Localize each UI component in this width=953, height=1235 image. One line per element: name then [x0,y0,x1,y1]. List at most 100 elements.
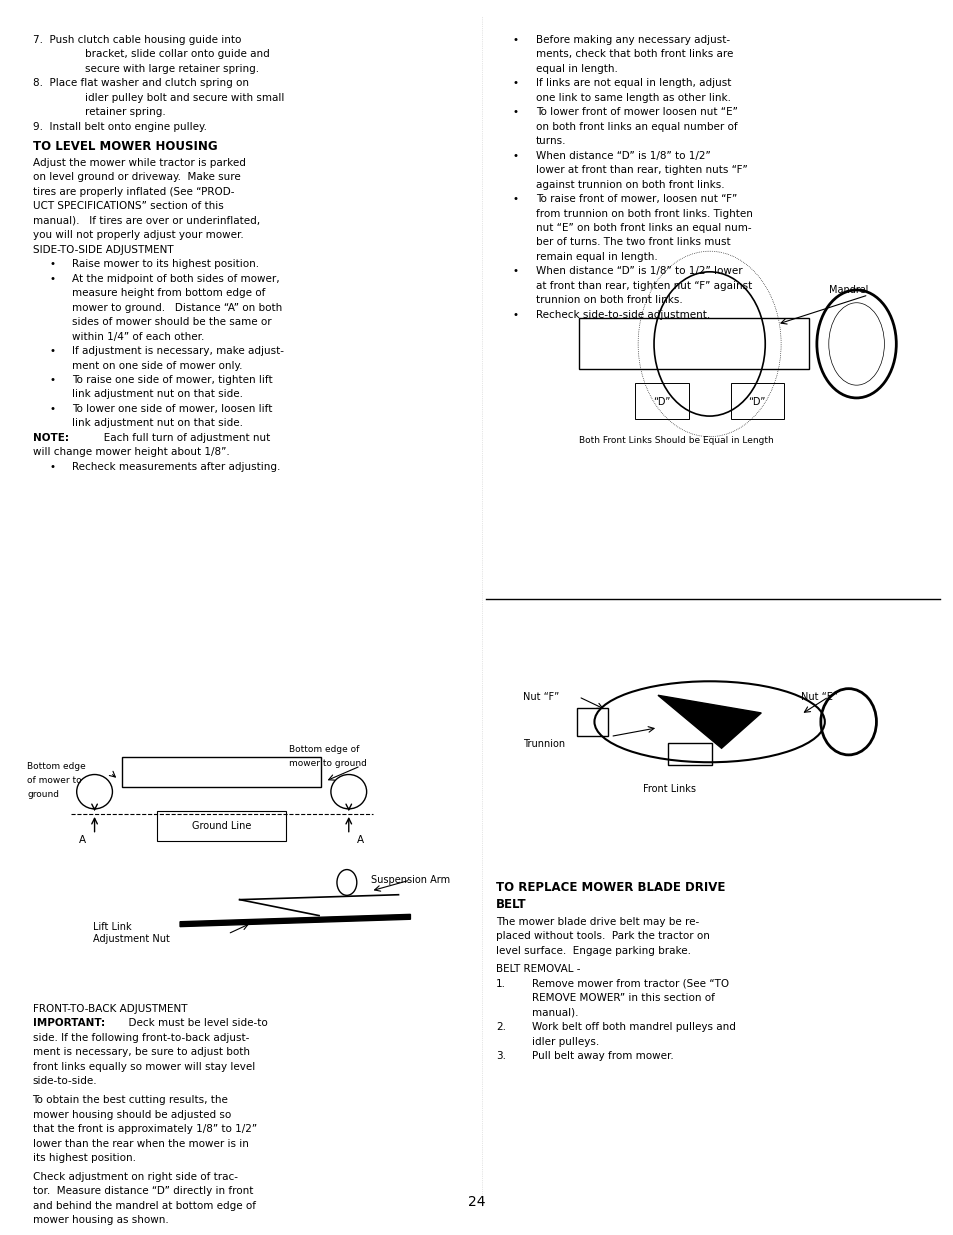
Text: placed without tools.  Park the tractor on: placed without tools. Park the tractor o… [496,931,709,941]
Text: at front than rear, tighten nut “F” against: at front than rear, tighten nut “F” agai… [535,280,751,291]
Text: tor.  Measure distance “D” directly in front: tor. Measure distance “D” directly in fr… [32,1187,253,1197]
Text: The mower blade drive belt may be re-: The mower blade drive belt may be re- [496,916,699,926]
Text: within 1/4” of each other.: within 1/4” of each other. [72,331,204,342]
Text: front links equally so mower will stay level: front links equally so mower will stay l… [32,1062,254,1072]
Text: link adjustment nut on that side.: link adjustment nut on that side. [72,419,243,429]
Text: mower to ground.   Distance “A” on both: mower to ground. Distance “A” on both [72,303,282,312]
Text: Work belt off both mandrel pulleys and: Work belt off both mandrel pulleys and [531,1023,735,1032]
Text: When distance “D” is 1/8” to 1/2” lower: When distance “D” is 1/8” to 1/2” lower [535,267,741,277]
Text: FRONT-TO-BACK ADJUSTMENT: FRONT-TO-BACK ADJUSTMENT [32,1004,187,1014]
Text: on level ground or driveway.  Make sure: on level ground or driveway. Make sure [32,173,240,183]
Text: and behind the mandrel at bottom edge of: and behind the mandrel at bottom edge of [32,1200,255,1210]
Text: measure height from bottom edge of: measure height from bottom edge of [72,288,265,298]
Text: Front Links: Front Links [642,783,696,794]
Text: idler pulley bolt and secure with small: idler pulley bolt and secure with small [85,93,284,103]
Text: Mandrel: Mandrel [828,285,867,295]
Text: retainer spring.: retainer spring. [85,107,165,117]
Text: trunnion on both front links.: trunnion on both front links. [535,295,681,305]
Text: mower housing should be adjusted so: mower housing should be adjusted so [32,1109,231,1120]
Text: lower than the rear when the mower is in: lower than the rear when the mower is in [32,1139,248,1149]
Text: •: • [513,267,518,277]
Text: of mower to: of mower to [27,777,82,785]
Text: Remove mower from tractor (See “TO: Remove mower from tractor (See “TO [531,979,728,989]
Text: A: A [356,835,363,845]
Text: •: • [513,107,518,117]
Text: Bottom edge: Bottom edge [27,762,86,772]
Text: •: • [50,274,55,284]
Text: equal in length.: equal in length. [535,64,617,74]
Text: against trunnion on both front links.: against trunnion on both front links. [535,179,723,190]
Text: Each full turn of adjustment nut: Each full turn of adjustment nut [94,433,270,443]
Text: ment is necessary, be sure to adjust both: ment is necessary, be sure to adjust bot… [32,1047,250,1057]
Text: •: • [50,462,55,472]
Text: 1.: 1. [496,979,505,989]
Text: that the front is approximately 1/8” to 1/2”: that the front is approximately 1/8” to … [32,1124,256,1134]
Text: Adjustment Nut: Adjustment Nut [92,934,170,944]
Text: Deck must be level side-to: Deck must be level side-to [122,1019,268,1029]
Text: 8.  Place flat washer and clutch spring on: 8. Place flat washer and clutch spring o… [32,78,249,88]
Text: •: • [513,151,518,161]
Text: secure with large retainer spring.: secure with large retainer spring. [85,64,258,74]
Text: Recheck measurements after adjusting.: Recheck measurements after adjusting. [72,462,280,472]
Text: UCT SPECIFICATIONS” section of this: UCT SPECIFICATIONS” section of this [32,201,223,211]
Text: To raise front of mower, loosen nut “F”: To raise front of mower, loosen nut “F” [535,194,736,204]
Text: Ground Line: Ground Line [192,821,251,831]
Text: Bottom edge of: Bottom edge of [289,745,359,755]
Polygon shape [180,914,410,926]
Text: Lift Link: Lift Link [92,921,132,931]
Text: side. If the following front-to-back adjust-: side. If the following front-to-back adj… [32,1032,249,1042]
Text: tires are properly inflated (See “PROD-: tires are properly inflated (See “PROD- [32,186,233,196]
Text: one link to same length as other link.: one link to same length as other link. [535,93,730,103]
Text: ber of turns. The two front links must: ber of turns. The two front links must [535,237,729,247]
Text: Pull belt away from mower.: Pull belt away from mower. [531,1051,673,1061]
Text: To obtain the best cutting results, the: To obtain the best cutting results, the [32,1095,228,1105]
Text: 2.: 2. [496,1023,505,1032]
Text: sides of mower should be the same or: sides of mower should be the same or [72,317,272,327]
Text: remain equal in length.: remain equal in length. [535,252,657,262]
Text: “D”: “D” [653,396,670,408]
Text: you will not properly adjust your mower.: you will not properly adjust your mower. [32,230,243,241]
Text: To lower one side of mower, loosen lift: To lower one side of mower, loosen lift [72,404,273,414]
Text: manual).   If tires are over or underinflated,: manual). If tires are over or underinfla… [32,216,259,226]
Text: mower to ground: mower to ground [289,760,367,768]
Text: •: • [513,310,518,320]
Text: Recheck side-to-side adjustment.: Recheck side-to-side adjustment. [535,310,709,320]
Text: 24: 24 [468,1194,485,1209]
Text: If adjustment is necessary, make adjust-: If adjustment is necessary, make adjust- [72,346,284,356]
Text: SIDE-TO-SIDE ADJUSTMENT: SIDE-TO-SIDE ADJUSTMENT [32,245,173,254]
Text: Both Front Links Should be Equal in Length: Both Front Links Should be Equal in Leng… [578,436,773,445]
Text: Trunnion: Trunnion [522,740,564,750]
Text: from trunnion on both front links. Tighten: from trunnion on both front links. Tight… [535,209,752,219]
Text: link adjustment nut on that side.: link adjustment nut on that side. [72,389,243,399]
Text: To raise one side of mower, tighten lift: To raise one side of mower, tighten lift [72,375,273,385]
Text: Before making any necessary adjust-: Before making any necessary adjust- [535,35,729,44]
Text: If links are not equal in length, adjust: If links are not equal in length, adjust [535,78,730,88]
Text: nut “E” on both front links an equal num-: nut “E” on both front links an equal num… [535,224,750,233]
Text: level surface.  Engage parking brake.: level surface. Engage parking brake. [496,946,690,956]
Text: TO LEVEL MOWER HOUSING: TO LEVEL MOWER HOUSING [32,141,217,153]
Text: •: • [50,259,55,269]
Text: ground: ground [27,790,59,799]
Text: To lower front of mower loosen nut “E”: To lower front of mower loosen nut “E” [535,107,737,117]
Text: •: • [513,35,518,44]
Text: NOTE:: NOTE: [32,433,69,443]
Text: IMPORTANT:: IMPORTANT: [32,1019,105,1029]
Text: bracket, slide collar onto guide and: bracket, slide collar onto guide and [85,49,269,59]
Text: REMOVE MOWER” in this section of: REMOVE MOWER” in this section of [531,993,714,1003]
Text: •: • [513,78,518,88]
Text: idler pulleys.: idler pulleys. [531,1037,598,1047]
Text: •: • [50,346,55,356]
Text: At the midpoint of both sides of mower,: At the midpoint of both sides of mower, [72,274,279,284]
Text: lower at front than rear, tighten nuts “F”: lower at front than rear, tighten nuts “… [535,165,746,175]
Polygon shape [658,695,760,748]
Text: •: • [513,194,518,204]
Text: Nut “F”: Nut “F” [522,693,558,703]
Text: manual).: manual). [531,1008,578,1018]
Text: BELT: BELT [496,898,526,911]
Text: Nut “E”: Nut “E” [801,693,837,703]
Text: Raise mower to its highest position.: Raise mower to its highest position. [72,259,259,269]
Text: Check adjustment on right side of trac-: Check adjustment on right side of trac- [32,1172,237,1182]
Text: BELT REMOVAL -: BELT REMOVAL - [496,965,579,974]
Text: on both front links an equal number of: on both front links an equal number of [535,122,737,132]
Text: will change mower height about 1/8”.: will change mower height about 1/8”. [32,447,229,457]
